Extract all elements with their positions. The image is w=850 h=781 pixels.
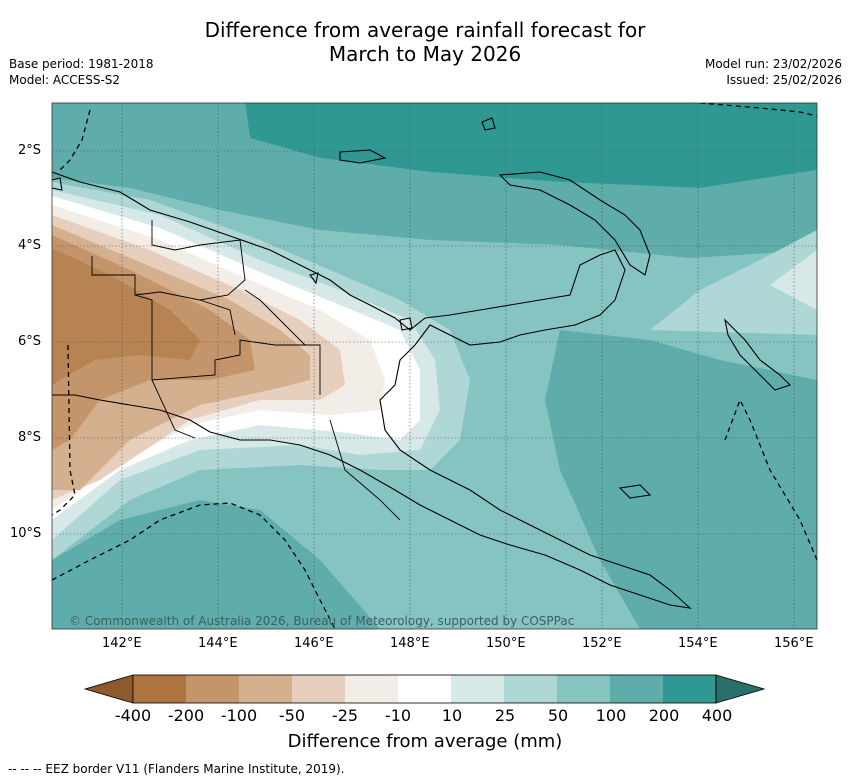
colorbar-extend-high xyxy=(715,674,766,704)
colorbar-segment xyxy=(504,675,557,703)
map-frame xyxy=(51,102,818,630)
colorbar-segment xyxy=(186,675,239,703)
province-borders xyxy=(91,220,401,521)
lat-label-2s: 2°S xyxy=(18,143,42,158)
lat-label-6s: 6°S xyxy=(18,334,42,349)
colorbar-segment xyxy=(451,675,504,703)
colorbar-segment xyxy=(610,675,663,703)
colorbar-label: -25 xyxy=(331,706,359,725)
coastlines xyxy=(52,117,792,609)
colorbar-label: 100 xyxy=(595,706,627,725)
base-period-label: Base period: 1981-2018 xyxy=(9,57,154,71)
lon-label-154e: 154°E xyxy=(678,636,718,651)
colorbar-label: 10 xyxy=(441,706,463,725)
colorbar-label: -50 xyxy=(278,706,306,725)
lon-label-156e: 156°E xyxy=(774,636,814,651)
lon-label-152e: 152°E xyxy=(582,636,622,651)
eez-borders xyxy=(52,103,817,629)
model-label: Model: ACCESS-S2 xyxy=(9,73,121,87)
meta-right: Model run: 23/02/2026 Issued: 25/02/2026 xyxy=(705,56,842,88)
colorbar-outline xyxy=(132,674,717,704)
title-line-2: March to May 2026 xyxy=(328,42,522,66)
map-title: Difference from average rainfall forecas… xyxy=(0,18,850,66)
colorbar-segment xyxy=(292,675,345,703)
colorbar-label: -100 xyxy=(220,706,258,725)
colorbar-segment xyxy=(557,675,610,703)
colorbar-extend-low xyxy=(83,674,134,704)
colorbar-title: Difference from average (mm) xyxy=(287,731,563,752)
colorbar-segment xyxy=(133,675,186,703)
lon-label-142e: 142°E xyxy=(102,636,142,651)
lat-label-10s: 10°S xyxy=(10,526,42,541)
lon-label-148e: 148°E xyxy=(390,636,430,651)
colorbar-segment xyxy=(398,675,451,703)
colorbar-label: -10 xyxy=(384,706,412,725)
colorbar-label: -400 xyxy=(114,706,152,725)
colorbar-label: 200 xyxy=(648,706,680,725)
colorbar-label: -200 xyxy=(167,706,205,725)
colorbar-segment xyxy=(663,675,716,703)
graticule xyxy=(52,103,817,629)
eez-footnote: -- -- -- EEZ border V11 (Flanders Marine… xyxy=(8,762,345,776)
lat-label-8s: 8°S xyxy=(18,430,42,445)
colorbar-label: 25 xyxy=(494,706,516,725)
meta-left: Base period: 1981-2018 Model: ACCESS-S2 xyxy=(9,56,154,88)
model-run-label: Model run: 23/02/2026 xyxy=(704,57,842,71)
colorbar-label: 400 xyxy=(701,706,733,725)
lon-label-144e: 144°E xyxy=(198,636,238,651)
title-line-1: Difference from average rainfall forecas… xyxy=(204,18,646,42)
colorbar-label: 50 xyxy=(547,706,569,725)
lon-label-146e: 146°E xyxy=(294,636,334,651)
contour-field xyxy=(52,103,817,629)
issued-label: Issued: 25/02/2026 xyxy=(726,73,842,87)
copyright-notice: © Commonwealth of Australia 2026, Bureau… xyxy=(69,614,575,628)
lon-label-150e: 150°E xyxy=(486,636,526,651)
colorbar xyxy=(83,674,766,704)
lat-label-4s: 4°S xyxy=(18,238,42,253)
colorbar-segment xyxy=(239,675,292,703)
colorbar-segment xyxy=(345,675,398,703)
